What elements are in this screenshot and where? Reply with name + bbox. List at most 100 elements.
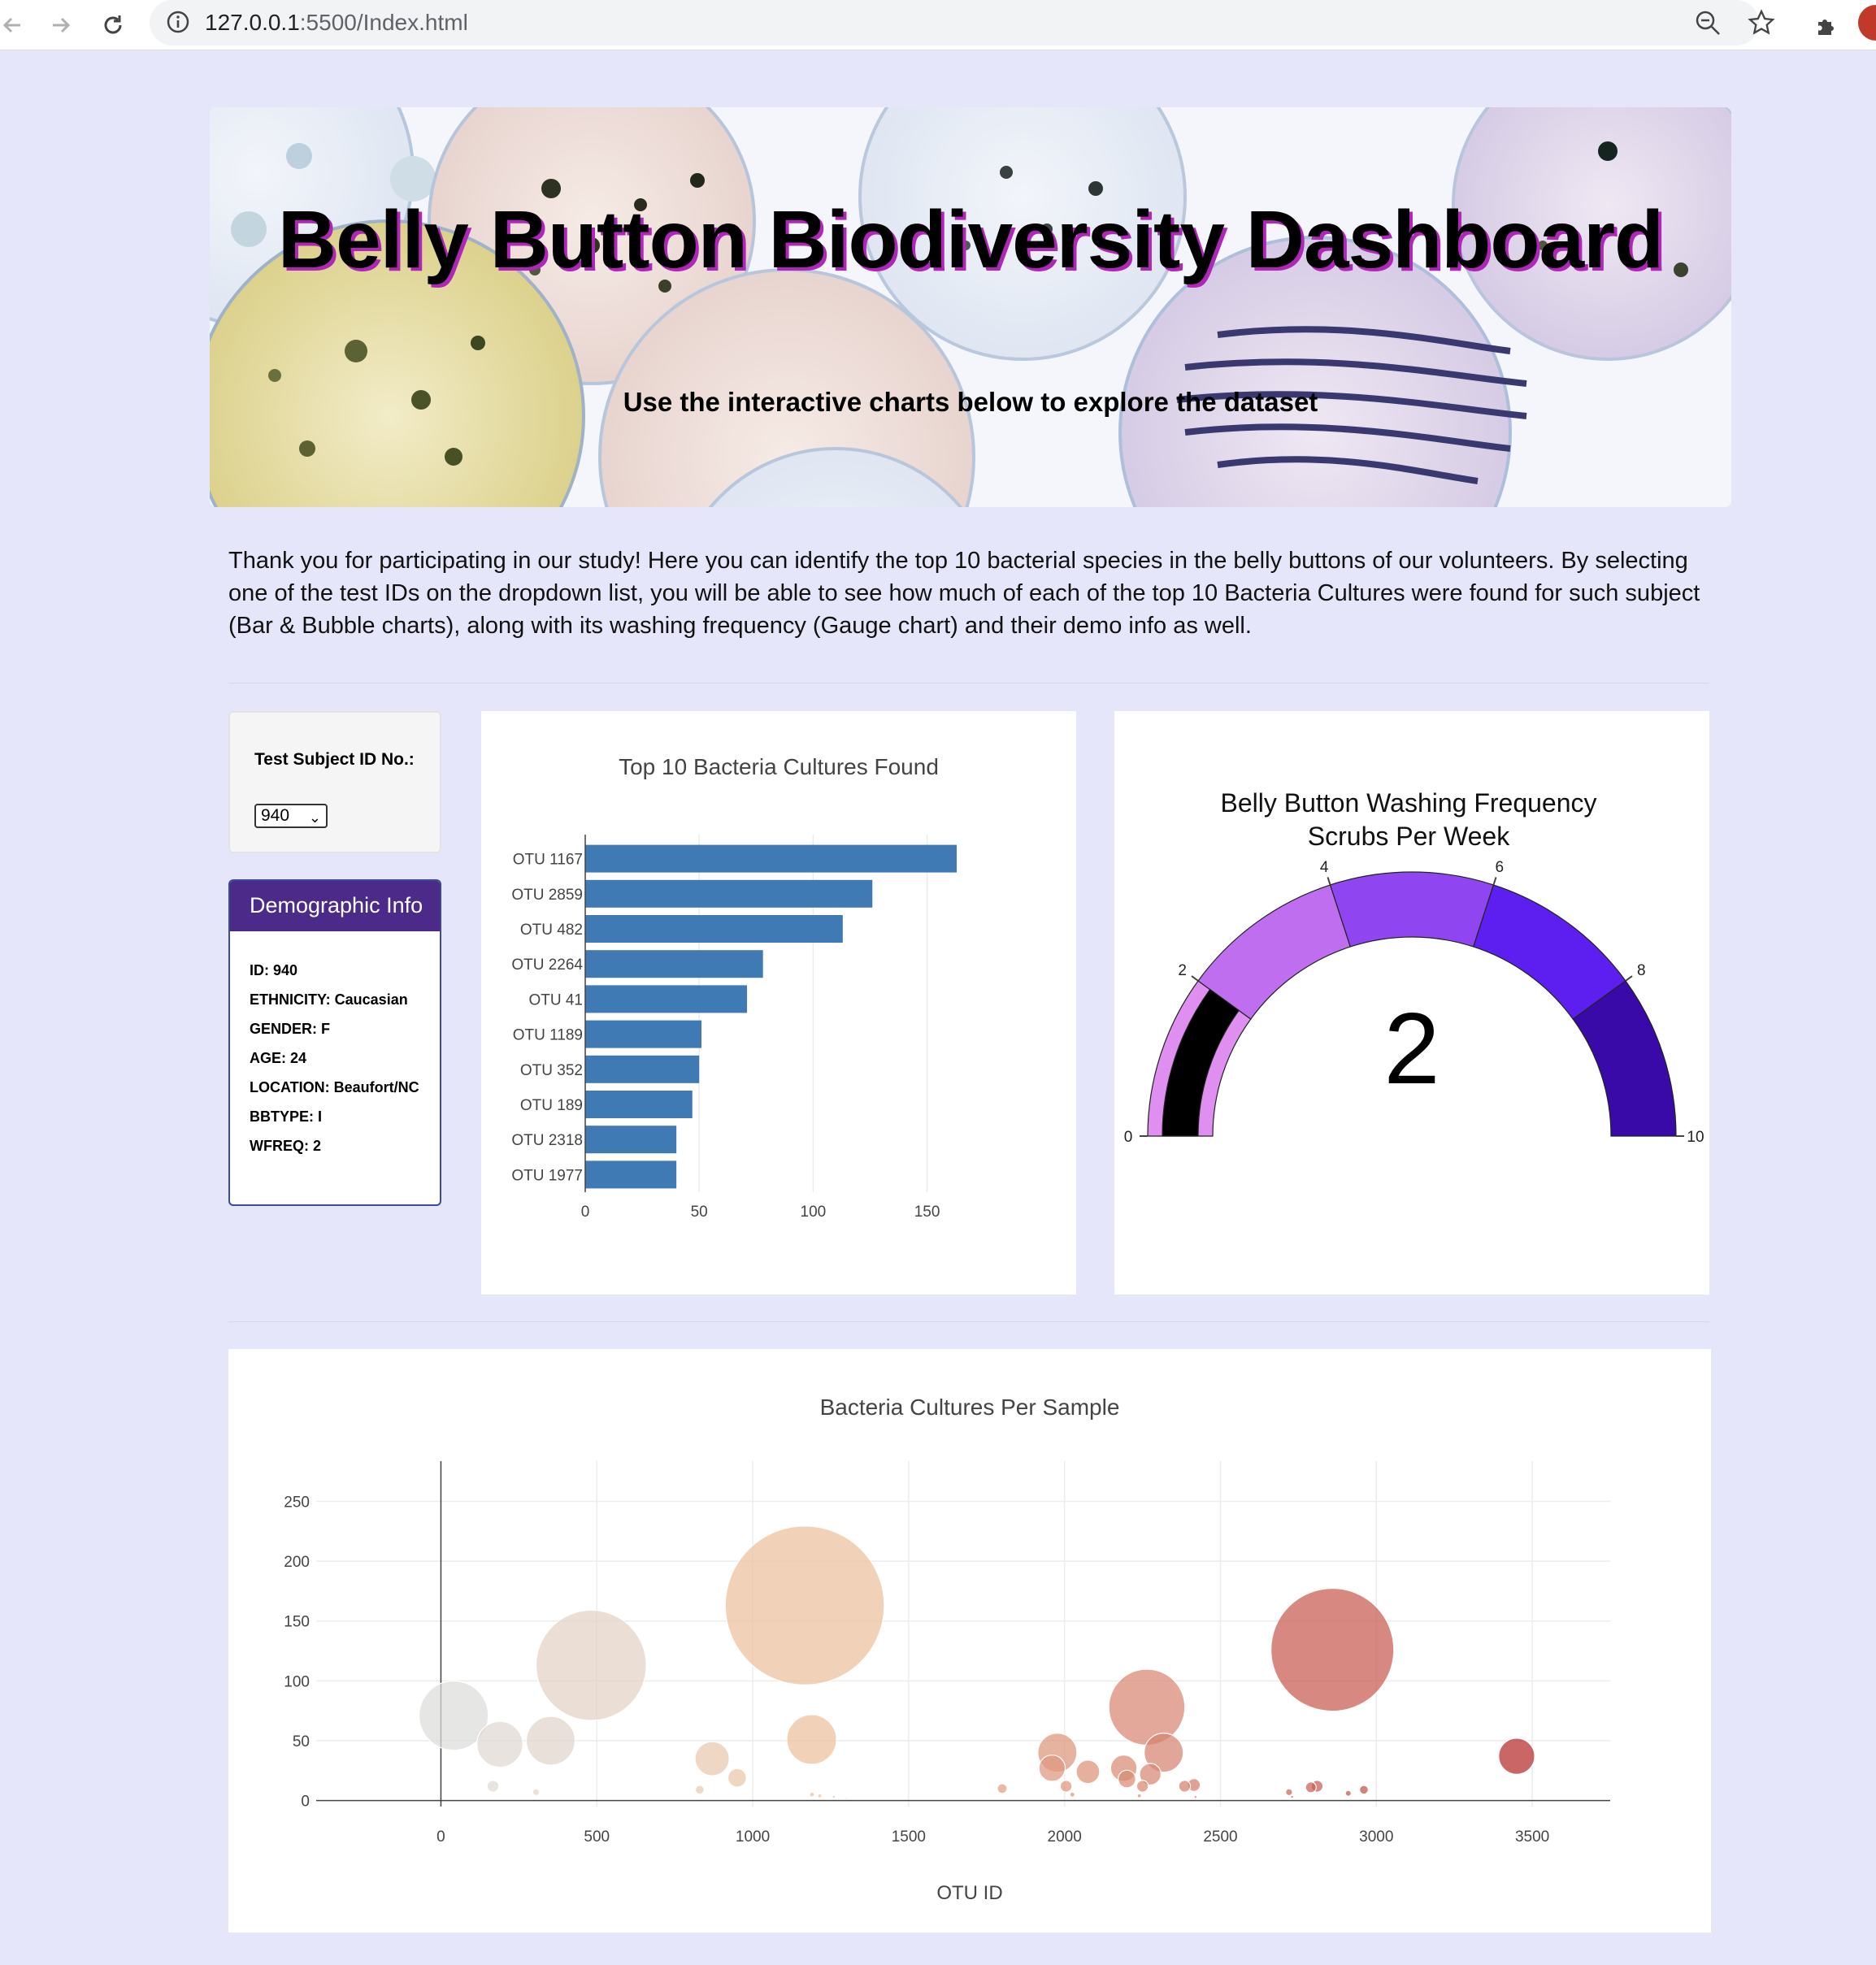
demo-ethnicity: ETHNICITY: Caucasian bbox=[250, 991, 408, 1008]
petri-dish-background bbox=[210, 107, 1731, 507]
browser-toolbar: 127.0.0.1:5500/Index.html bbox=[0, 0, 1876, 50]
bubble bbox=[845, 1796, 848, 1800]
bubble-y-tick-label: 100 bbox=[284, 1673, 310, 1690]
site-info-icon[interactable] bbox=[166, 10, 190, 38]
demo-location: LOCATION: Beaufort/NC bbox=[250, 1079, 419, 1095]
bar bbox=[585, 1091, 693, 1118]
bubble-x-tick-label: 1000 bbox=[736, 1828, 770, 1846]
gauge-chart-card: Belly Button Washing Frequency Scrubs Pe… bbox=[1114, 711, 1709, 1295]
bubble-chart: Bacteria Cultures Per Sample OTU ID 0 500… bbox=[284, 1395, 1610, 1904]
bar-category-label: OTU 2859 bbox=[511, 887, 583, 904]
bubble bbox=[1344, 1789, 1352, 1798]
bar-chart-card: Top 10 Bacteria Cultures Found 0 50 100 150… bbox=[481, 711, 1076, 1295]
bar-chart-title: Top 10 Bacteria Cultures Found bbox=[619, 754, 939, 779]
forward-icon[interactable] bbox=[41, 5, 81, 46]
divider bbox=[228, 1321, 1709, 1322]
bubble bbox=[809, 1791, 815, 1798]
bubble bbox=[1136, 1780, 1149, 1793]
bubble bbox=[532, 1788, 541, 1797]
bar bbox=[585, 985, 748, 1013]
bubble-x-tick-label: 0 bbox=[436, 1828, 445, 1846]
subject-id-dropdown[interactable]: 940 ⌄ bbox=[254, 804, 328, 828]
gauge-step bbox=[1329, 871, 1495, 948]
bookmark-star-icon[interactable] bbox=[1748, 9, 1775, 41]
bubble-y-tick-label: 50 bbox=[293, 1733, 310, 1750]
bubble bbox=[1139, 1763, 1162, 1786]
bubble bbox=[1075, 1759, 1101, 1785]
gauge-value-bar bbox=[1162, 988, 1240, 1137]
subject-selector-label: Test Subject ID No.: bbox=[254, 750, 415, 769]
demographic-info-list: ID: 940 ETHNICITY: Caucasian GENDER: F A… bbox=[250, 962, 428, 1167]
demo-gender: GENDER: F bbox=[250, 1021, 330, 1037]
bubble bbox=[997, 1783, 1008, 1794]
bubble bbox=[418, 1680, 489, 1751]
bubble-x-tick-label: 500 bbox=[584, 1828, 610, 1846]
bubble bbox=[1136, 1793, 1142, 1798]
bubble-x-axis-label: OTU ID bbox=[936, 1882, 1002, 1904]
demo-wfreq: WFREQ: 2 bbox=[250, 1138, 321, 1154]
url-text: 127.0.0.1:5500/Index.html bbox=[205, 10, 468, 35]
intro-paragraph: Thank you for participating in our study… bbox=[228, 548, 1700, 639]
bubble bbox=[1285, 1788, 1293, 1797]
gauge-tick bbox=[1625, 975, 1633, 982]
bar bbox=[585, 879, 873, 908]
page-title: Belly Button Biodiversity Dashboard bbox=[277, 194, 1664, 285]
bubble bbox=[1178, 1780, 1192, 1793]
bubble-x-tick-label: 2000 bbox=[1048, 1828, 1082, 1846]
extensions-icon[interactable] bbox=[1806, 5, 1847, 46]
subject-selector-panel: Test Subject ID No.: 940 ⌄ bbox=[228, 711, 441, 853]
demographic-info-panel: Demographic Info ID: 940 ETHNICITY: Cauc… bbox=[228, 879, 441, 1206]
bar-category-label: OTU 2318 bbox=[511, 1132, 583, 1149]
demo-id: ID: 940 bbox=[250, 962, 298, 978]
header-banner: Belly Button Biodiversity Dashboard Use … bbox=[210, 107, 1731, 507]
profile-avatar[interactable] bbox=[1858, 5, 1876, 41]
bar-category-label: OTU 189 bbox=[520, 1097, 583, 1114]
bar-x-tick-label: 50 bbox=[691, 1204, 708, 1221]
bubble bbox=[1117, 1769, 1136, 1789]
chevron-down-icon: ⌄ bbox=[308, 809, 321, 826]
bar bbox=[585, 844, 957, 873]
bubble bbox=[535, 1609, 647, 1721]
bar bbox=[585, 915, 843, 943]
bubble-y-tick-label: 250 bbox=[284, 1494, 310, 1511]
bar-category-label: OTU 1167 bbox=[513, 852, 583, 869]
gauge-chart: Belly Button Washing Frequency Scrubs Pe… bbox=[1124, 788, 1704, 1146]
bubble-y-tick-label: 200 bbox=[284, 1554, 310, 1571]
bar bbox=[585, 1055, 700, 1083]
demo-bbtype: BBTYPE: I bbox=[250, 1108, 323, 1125]
demographic-info-title: Demographic Info bbox=[230, 881, 440, 931]
bar-category-label: OTU 1189 bbox=[513, 1027, 583, 1044]
bar bbox=[585, 1160, 677, 1189]
address-bar[interactable]: 127.0.0.1:5500/Index.html bbox=[150, 0, 1775, 46]
bubble bbox=[1270, 1587, 1395, 1712]
bubble bbox=[724, 1525, 885, 1685]
gauge-tick-label: 8 bbox=[1637, 962, 1646, 979]
bar-x-tick-label: 150 bbox=[914, 1204, 940, 1221]
zoom-icon[interactable] bbox=[1694, 9, 1722, 41]
gauge-subtitle: Scrubs Per Week bbox=[1308, 822, 1510, 851]
gauge-title: Belly Button Washing Frequency bbox=[1220, 788, 1596, 818]
reload-icon[interactable] bbox=[93, 5, 133, 46]
bar-category-label: OTU 41 bbox=[528, 991, 583, 1009]
bubble-chart-card: Bacteria Cultures Per Sample OTU ID 0 500… bbox=[228, 1349, 1711, 1932]
bar bbox=[585, 1126, 677, 1154]
bar-x-tick-label: 0 bbox=[581, 1204, 590, 1221]
bubble bbox=[694, 1741, 730, 1776]
bar-category-label: OTU 1977 bbox=[511, 1167, 583, 1184]
back-icon[interactable] bbox=[0, 5, 33, 46]
subject-id-selected: 940 bbox=[261, 806, 290, 825]
bubble bbox=[1059, 1780, 1073, 1793]
bubble bbox=[1108, 1668, 1186, 1746]
bubble bbox=[786, 1714, 837, 1765]
bubble bbox=[1305, 1781, 1317, 1794]
bar-category-label: OTU 352 bbox=[520, 1062, 583, 1079]
gauge-value: 2 bbox=[1384, 993, 1440, 1105]
bubble bbox=[525, 1716, 576, 1766]
gauge-tick-label: 2 bbox=[1178, 962, 1187, 979]
bar bbox=[585, 1020, 701, 1048]
bubble-y-tick-label: 0 bbox=[301, 1794, 310, 1811]
bubble-y-tick-label: 150 bbox=[284, 1614, 310, 1631]
bubble bbox=[1358, 1785, 1369, 1795]
bubble-x-tick-label: 2500 bbox=[1203, 1828, 1237, 1846]
gauge-tick-label: 4 bbox=[1320, 859, 1329, 876]
